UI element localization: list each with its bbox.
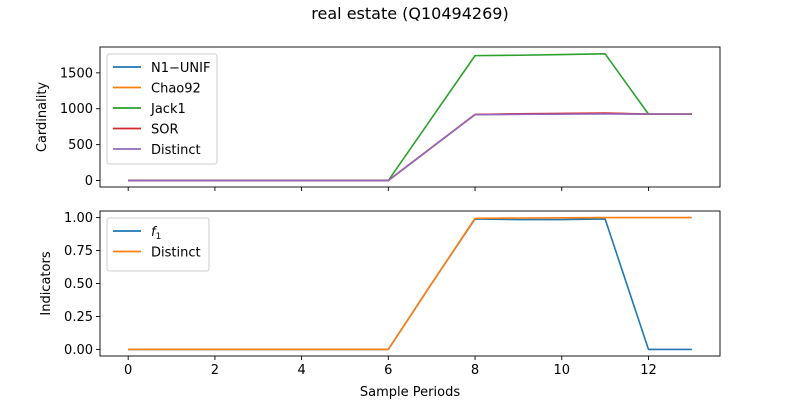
x-tick-label: 8 xyxy=(471,363,479,378)
data-point xyxy=(647,217,649,219)
panel-cardinality: 0 500 1000 1500 Cardinality N1−UNIF Chao92 Jack… xyxy=(35,46,721,191)
data-point xyxy=(604,217,606,219)
data-point xyxy=(647,348,649,350)
data-point xyxy=(301,348,303,350)
data-point xyxy=(257,180,259,182)
y-tick-label: 1500 xyxy=(60,66,93,81)
x-axis-label: Sample Periods xyxy=(360,385,460,400)
x-tick-label: 2 xyxy=(211,363,219,378)
data-point xyxy=(431,117,433,119)
data-point xyxy=(561,54,563,56)
series-line-1 xyxy=(128,216,692,351)
data-point xyxy=(344,348,346,350)
legend-label: SOR xyxy=(151,123,179,138)
data-point xyxy=(647,113,649,115)
legend: f1 Distinct xyxy=(106,217,210,272)
y-tick-label: 0.00 xyxy=(64,343,93,358)
data-point xyxy=(127,180,129,182)
data-point xyxy=(604,53,606,55)
data-point xyxy=(561,219,563,221)
data-point xyxy=(431,147,433,149)
x-tick-label: 6 xyxy=(384,363,392,378)
legend-box xyxy=(106,217,210,272)
data-point xyxy=(691,113,693,115)
y-tick-label: 0.25 xyxy=(64,310,93,325)
x-tick-label: 12 xyxy=(640,363,657,378)
data-point xyxy=(214,180,216,182)
data-point xyxy=(171,180,173,182)
legend-label: Distinct xyxy=(151,246,201,261)
series-line-4 xyxy=(128,113,692,182)
data-point xyxy=(604,113,606,115)
data-point xyxy=(691,217,693,219)
data-point xyxy=(517,54,519,56)
legend-label: Jack1 xyxy=(150,102,186,117)
data-point xyxy=(257,348,259,350)
data-point xyxy=(517,113,519,115)
legend-label: f1 xyxy=(151,225,161,242)
data-point xyxy=(387,180,389,182)
data-point xyxy=(127,348,129,350)
data-point xyxy=(431,283,433,285)
data-point xyxy=(474,55,476,57)
legend-label: N1−UNIF xyxy=(151,61,210,76)
data-point xyxy=(474,217,476,219)
figure-title: real estate (Q10494269) xyxy=(311,4,508,23)
data-point xyxy=(474,114,476,116)
x-tick-label: 0 xyxy=(124,363,132,378)
data-point xyxy=(301,180,303,182)
y-tick-label: 1000 xyxy=(60,102,93,117)
x-tick-label: 4 xyxy=(297,363,305,378)
data-point xyxy=(691,348,693,350)
legend-label: Distinct xyxy=(151,143,201,158)
y-axis-label: Indicators xyxy=(39,251,54,315)
x-tick-label: 10 xyxy=(553,363,570,378)
y-axis-label: Cardinality xyxy=(35,82,50,153)
y-tick-label: 0.75 xyxy=(64,244,93,259)
legend-label: Chao92 xyxy=(151,82,201,97)
y-tick-label: 1.00 xyxy=(64,211,93,226)
data-point xyxy=(517,217,519,219)
data-point xyxy=(561,217,563,219)
y-tick-label: 0.50 xyxy=(64,277,93,292)
y-tick-label: 500 xyxy=(68,138,93,153)
legend: N1−UNIF Chao92 Jack1 SOR Distinct xyxy=(106,53,218,165)
panel-indicators: 0 2 4 6 8 10 12 0.00 0.25 0.50 0.75 1.00 Indicators S… xyxy=(39,210,721,400)
data-point xyxy=(214,348,216,350)
legend-box xyxy=(106,53,218,165)
data-point xyxy=(171,348,173,350)
data-point xyxy=(561,113,563,115)
data-point xyxy=(344,180,346,182)
y-tick-label: 0 xyxy=(85,174,93,189)
data-point xyxy=(387,348,389,350)
